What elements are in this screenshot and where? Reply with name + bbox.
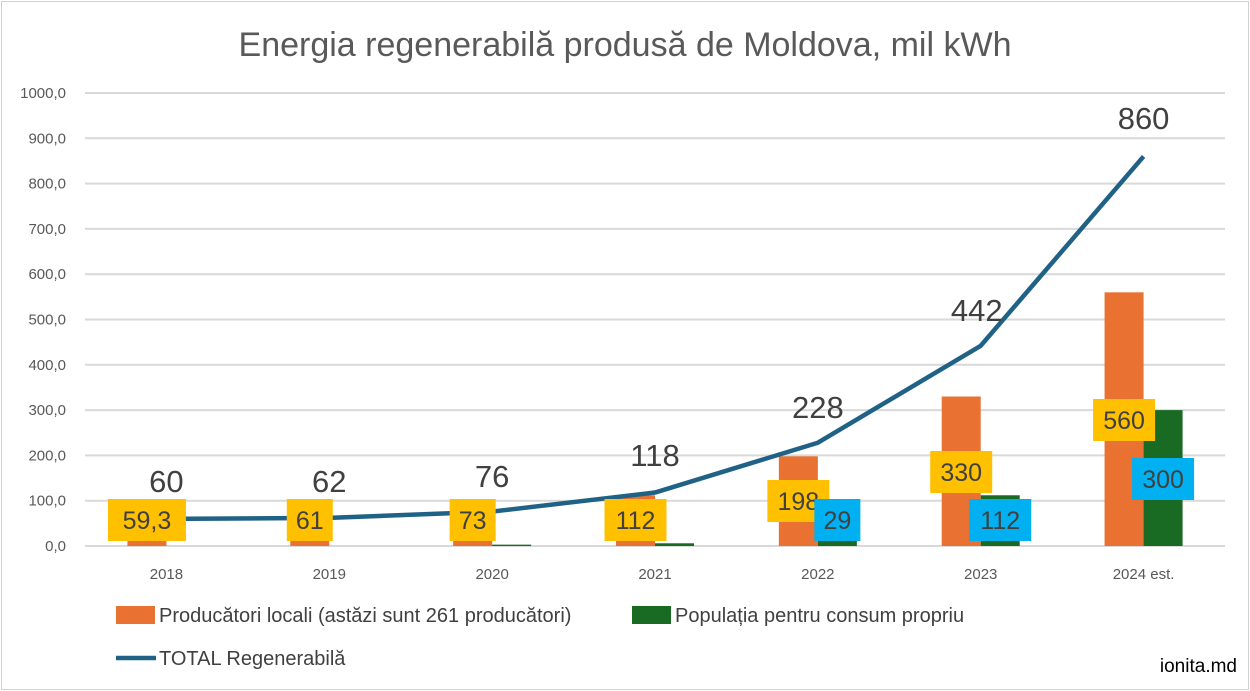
- label-total: 442: [951, 293, 1003, 328]
- label-producatori: 112: [616, 507, 656, 535]
- label-producatori-bg: [107, 499, 186, 541]
- label-populatia: 300: [1142, 466, 1184, 494]
- y-tick-label: 900,0: [28, 130, 66, 147]
- chart-title: Energia regenerabilă produsă de Moldova,…: [239, 26, 1012, 64]
- label-producatori-bg: [449, 499, 496, 541]
- label-producatori: 330: [940, 459, 982, 487]
- y-tick-label: 400,0: [28, 357, 66, 374]
- x-tick-label: 2024 est.: [1113, 566, 1175, 583]
- y-tick-label: 800,0: [28, 176, 66, 193]
- label-producatori: 73: [459, 507, 487, 535]
- legend-swatch-producatori: [116, 606, 155, 624]
- label-producatori-bg: [604, 499, 667, 541]
- label-populatia: 29: [823, 507, 851, 535]
- label-populatia-bg: [814, 499, 861, 541]
- label-total: 860: [1118, 101, 1170, 136]
- label-populatia-bg: [1132, 458, 1195, 500]
- bar-populatia: [492, 544, 532, 546]
- y-tick-label: 1000,0: [20, 85, 66, 102]
- y-tick-label: 600,0: [28, 266, 66, 283]
- label-producatori-bg: [930, 451, 993, 493]
- label-total: 228: [792, 390, 844, 425]
- legend-swatch-populatia: [632, 606, 671, 624]
- label-producatori-bg: [286, 499, 333, 541]
- y-tick-label: 700,0: [28, 221, 66, 238]
- legend-label-populatia: Populația pentru consum propriu: [675, 605, 964, 627]
- x-tick-label: 2021: [638, 566, 671, 583]
- label-producatori-bg: [1093, 399, 1156, 441]
- label-populatia-bg: [969, 499, 1032, 541]
- x-tick-label: 2018: [150, 566, 183, 583]
- label-producatori: 61: [296, 507, 324, 535]
- label-producatori: 198: [777, 488, 819, 516]
- label-populatia: 112: [980, 507, 1020, 535]
- y-tick-label: 500,0: [28, 312, 66, 329]
- label-total: 76: [475, 459, 509, 494]
- label-producatori: 560: [1103, 407, 1145, 435]
- label-total: 118: [630, 438, 679, 473]
- x-tick-label: 2020: [475, 566, 508, 583]
- y-tick-label: 200,0: [28, 447, 66, 464]
- label-total: 60: [149, 464, 183, 499]
- y-tick-label: 0,0: [45, 538, 66, 555]
- label-total: 62: [312, 464, 346, 499]
- x-tick-label: 2022: [801, 566, 834, 583]
- x-tick-label: 2019: [313, 566, 346, 583]
- bar-populatia: [655, 543, 694, 546]
- legend-label-producatori: Producători locali (astăzi sunt 261 prod…: [159, 605, 571, 627]
- x-tick-label: 2023: [964, 566, 997, 583]
- y-tick-label: 100,0: [28, 493, 66, 510]
- y-tick-label: 300,0: [28, 402, 66, 419]
- label-producatori: 59,3: [123, 507, 172, 535]
- watermark: ionita.md: [1160, 656, 1237, 677]
- legend-label-total: TOTAL Regenerabilă: [159, 648, 346, 670]
